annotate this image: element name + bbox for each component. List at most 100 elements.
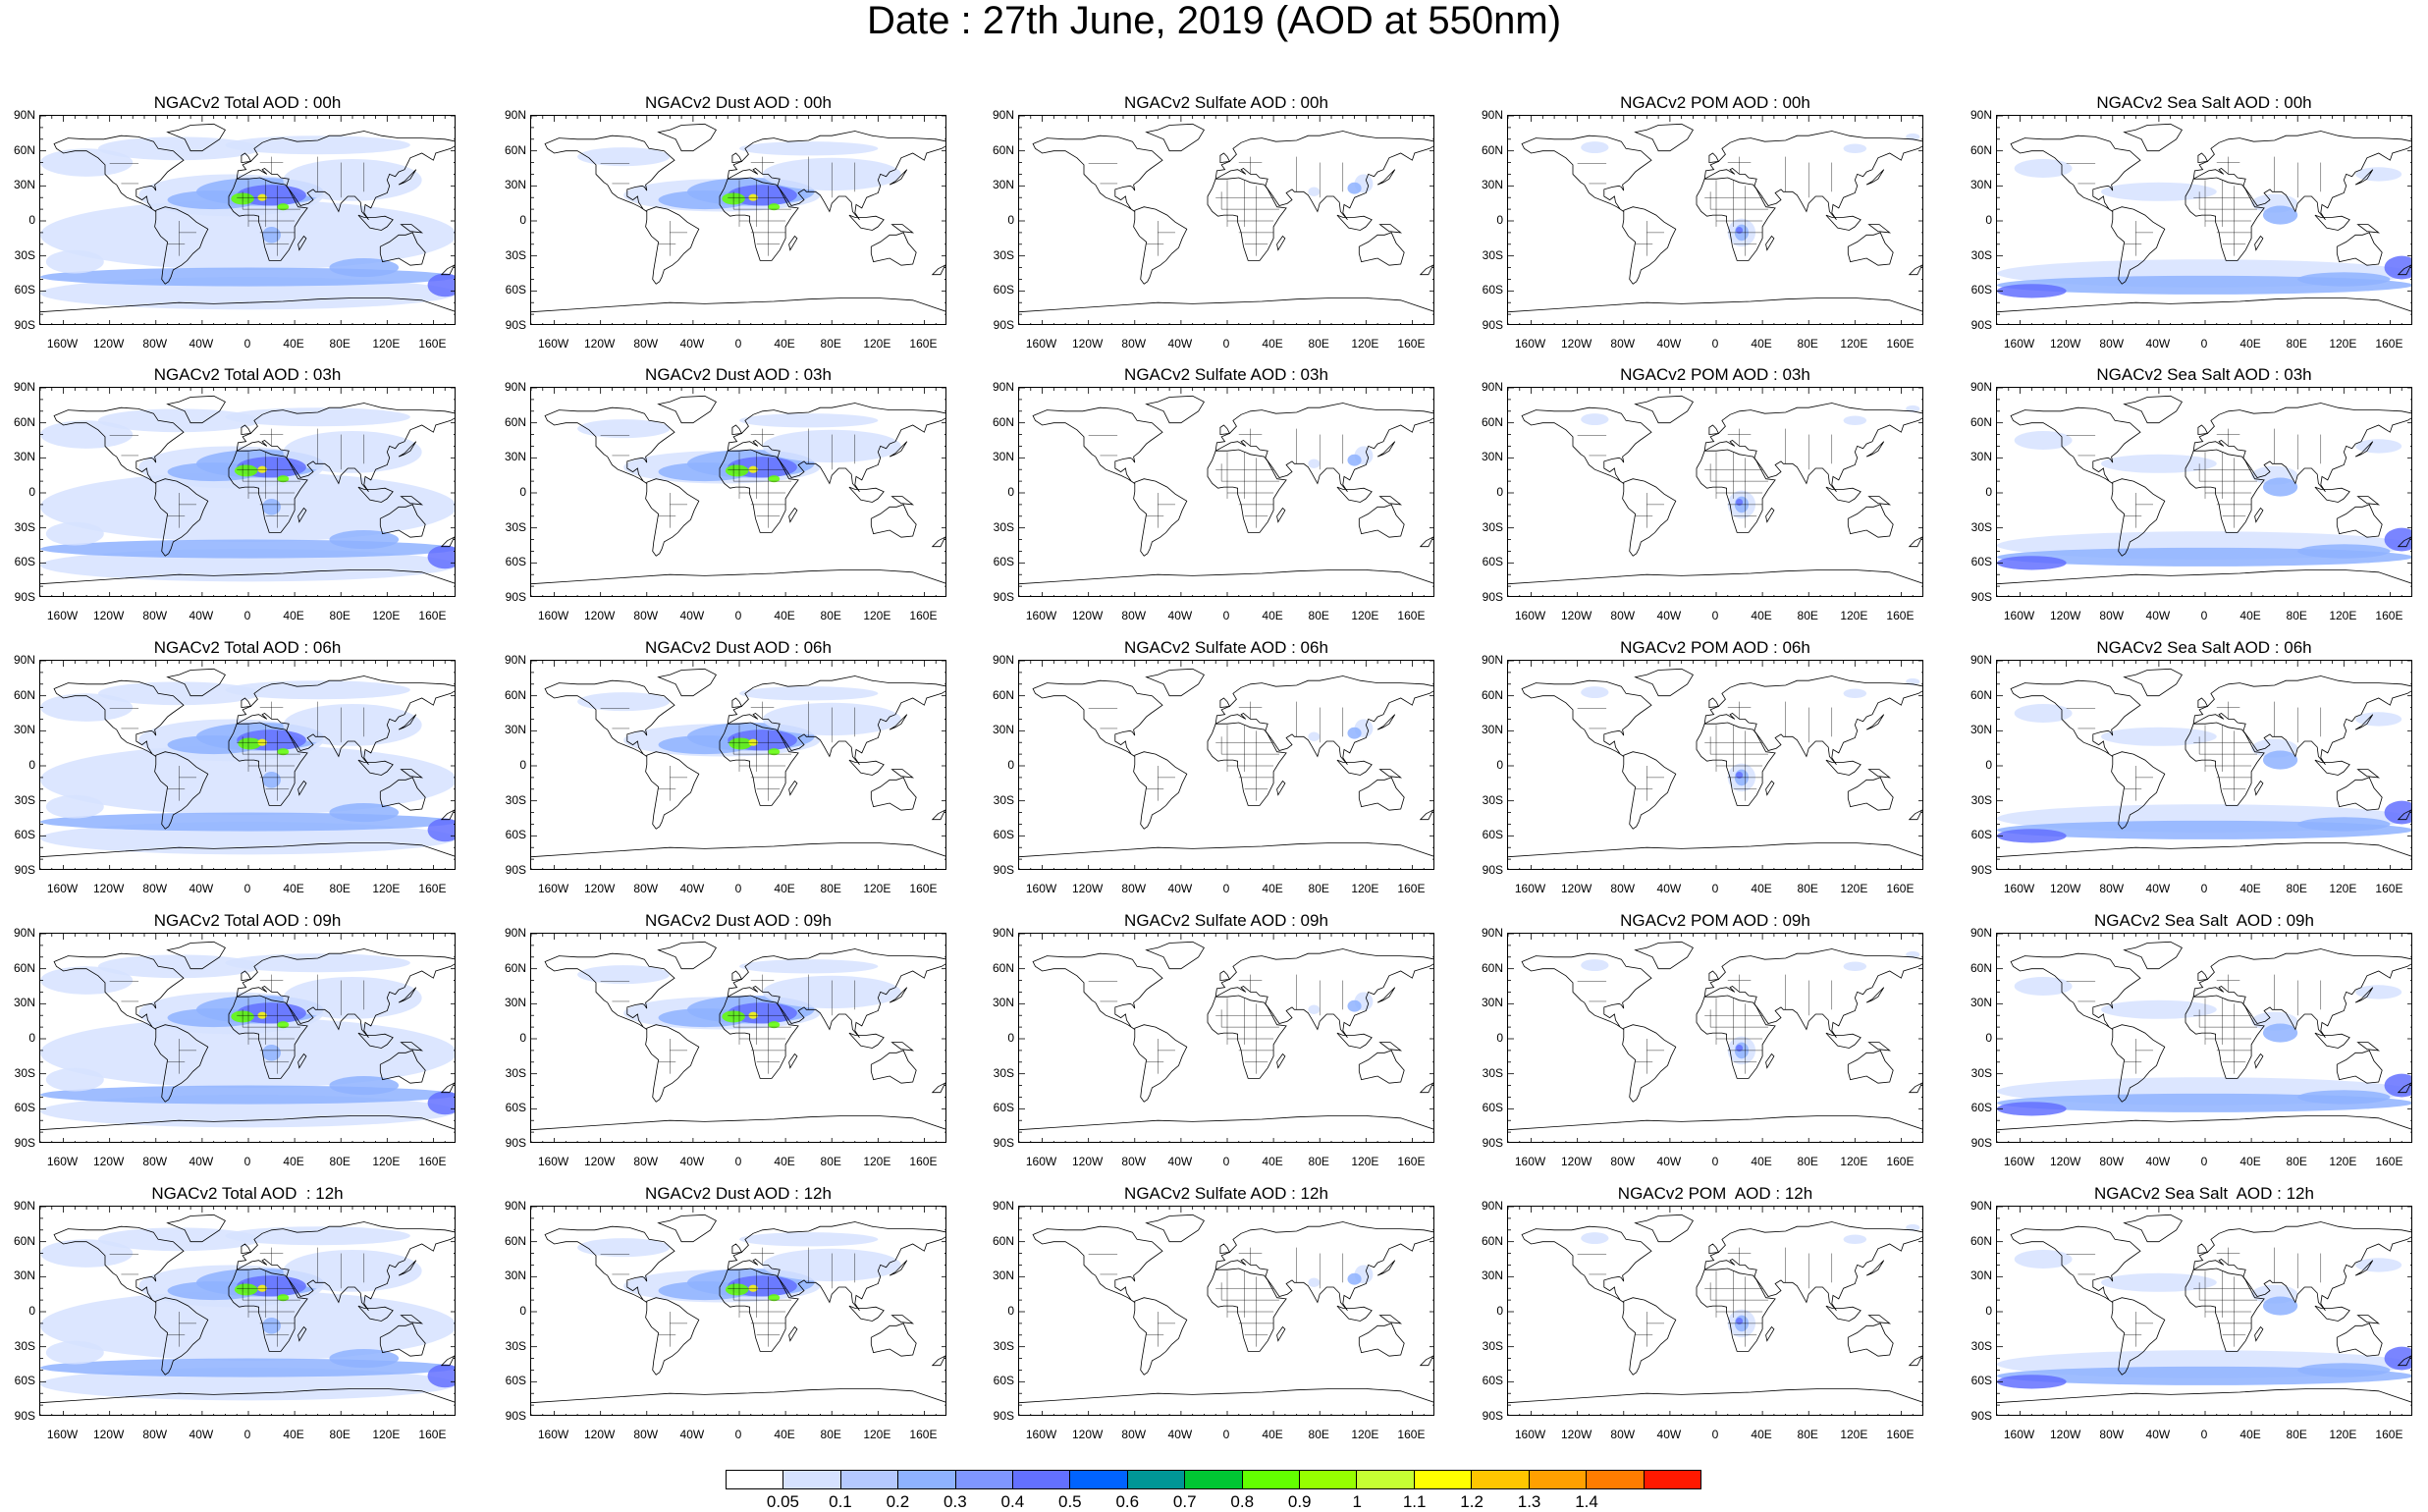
latitude-label: 90N	[1481, 108, 1503, 122]
coastline	[236, 675, 455, 766]
panel-title: NGACv2 Sea Salt AOD : 12h	[2094, 1184, 2314, 1203]
coastline	[1207, 722, 1287, 806]
aod-field-patch	[1308, 1277, 1321, 1288]
longitude-label: 40E	[774, 337, 795, 351]
world-map	[1507, 933, 1923, 1143]
longitude-label: 160E	[909, 1155, 938, 1168]
coastline	[228, 1268, 308, 1352]
panel-title: NGACv2 Total AOD : 09h	[153, 911, 342, 930]
coastline	[2336, 1050, 2383, 1084]
longitude-label: 80E	[2286, 1428, 2307, 1441]
latitude-label: 60N	[1969, 142, 1992, 157]
latitude-label: 90S	[993, 318, 1014, 332]
coastline	[719, 995, 799, 1079]
longitude-label: 0	[734, 337, 742, 351]
coastline	[400, 1315, 424, 1324]
longitude-label: 160E	[418, 1428, 447, 1441]
panel-title: NGACv2 Sea Salt AOD : 09h	[2094, 911, 2314, 930]
longitude-label: 160E	[1886, 1428, 1915, 1441]
aod-field-patch	[1308, 731, 1321, 742]
latitude-label: 60N	[1481, 960, 1503, 975]
map-canvas	[1508, 388, 1922, 596]
latitude-label: 90N	[1481, 653, 1503, 667]
coastline	[1703, 1221, 1922, 1312]
coastline	[2336, 504, 2383, 538]
antarctica-coastline	[40, 1388, 455, 1404]
coastline	[1214, 948, 1433, 1039]
aod-field-patch	[1347, 182, 1362, 194]
coastline	[889, 714, 908, 730]
latitude-label: 60S	[1970, 283, 1992, 297]
aod-field-patch	[45, 1067, 104, 1092]
longitude-label: 160W	[2003, 1155, 2035, 1168]
longitude-label: 80W	[1121, 882, 1147, 895]
coastline	[1847, 777, 1894, 811]
coastline	[2185, 177, 2265, 261]
coastline	[1622, 1297, 1677, 1376]
antarctica-coastline	[1997, 1388, 2411, 1404]
longitude-label: 120W	[92, 337, 125, 351]
longitude-label: 160W	[537, 882, 569, 895]
aod-field-patch	[2262, 1023, 2298, 1043]
aod-field-patch	[739, 686, 879, 701]
coastline	[400, 769, 424, 779]
world-map	[1507, 115, 1923, 325]
coastline	[544, 1225, 675, 1303]
longitude-label: 40E	[283, 1155, 304, 1168]
coastline	[1214, 403, 1433, 493]
coastline	[788, 507, 798, 523]
longitude-label: 120E	[863, 882, 891, 895]
coastline	[2185, 722, 2265, 806]
longitude-label: 120W	[583, 882, 616, 895]
coastline	[2356, 769, 2381, 779]
longitude-label: 160E	[2375, 882, 2403, 895]
longitude-label: 80E	[329, 337, 351, 351]
latitude-label: 90N	[1969, 653, 1992, 667]
latitude-label: 90N	[992, 653, 1014, 667]
colorbar-swatch	[1242, 1471, 1301, 1488]
coastline	[398, 1260, 417, 1276]
longitude-label: 120E	[1351, 1428, 1379, 1441]
latitude-label: 30N	[1969, 1269, 1992, 1283]
coastline	[1276, 1325, 1286, 1342]
longitude-label: 40E	[283, 609, 304, 622]
map-canvas	[1508, 116, 1922, 324]
longitude-label: 120W	[583, 609, 616, 622]
colorbar-swatch	[898, 1471, 956, 1488]
aod-field-patch	[2262, 477, 2298, 497]
latitude-label: 60S	[1970, 1374, 1992, 1388]
longitude-label: 40E	[1751, 1155, 1772, 1168]
coastline	[1908, 536, 1922, 548]
coastline	[848, 1032, 885, 1049]
longitude-label: 80E	[2286, 337, 2307, 351]
latitude-label: 90N	[1481, 1199, 1503, 1213]
aod-field-patch	[2355, 985, 2402, 999]
coastline	[1865, 441, 1885, 458]
aod-field-patch	[45, 249, 104, 274]
aod-field-patch	[45, 1340, 104, 1365]
coastline	[1825, 1305, 1861, 1322]
aod-field-patch	[2014, 1249, 2073, 1269]
world-map	[39, 933, 456, 1143]
panel-title: NGACv2 POM AOD : 06h	[1620, 638, 1810, 657]
longitude-label: 160W	[46, 609, 79, 622]
coastline	[788, 235, 798, 251]
latitude-label: 30S	[14, 519, 35, 534]
latitude-label: 30N	[1481, 1269, 1503, 1283]
panel-title: NGACv2 Sea Salt AOD : 06h	[2096, 638, 2312, 657]
coastline	[870, 232, 917, 266]
longitude-label: 120E	[1840, 1155, 1868, 1168]
aod-field-patch	[40, 1095, 455, 1128]
latitude-label: 0	[519, 485, 526, 499]
latitude-label: 90N	[13, 653, 35, 667]
map-panel-seasalt-row-1: NGACv2 Sea Salt AOD : 03h 90N 60N 30N 0 30S 60…	[1957, 365, 2428, 639]
aod-field-patch	[45, 794, 104, 819]
aod-field-patch	[262, 498, 281, 515]
longitude-label: 80W	[1121, 1428, 1147, 1441]
coastline	[1336, 1032, 1373, 1049]
aod-field-patch	[238, 737, 261, 750]
latitude-label: 90S	[1482, 1409, 1503, 1423]
latitude-label: 30N	[504, 723, 526, 737]
aod-field-patch	[739, 1232, 879, 1247]
coastline	[400, 224, 424, 234]
